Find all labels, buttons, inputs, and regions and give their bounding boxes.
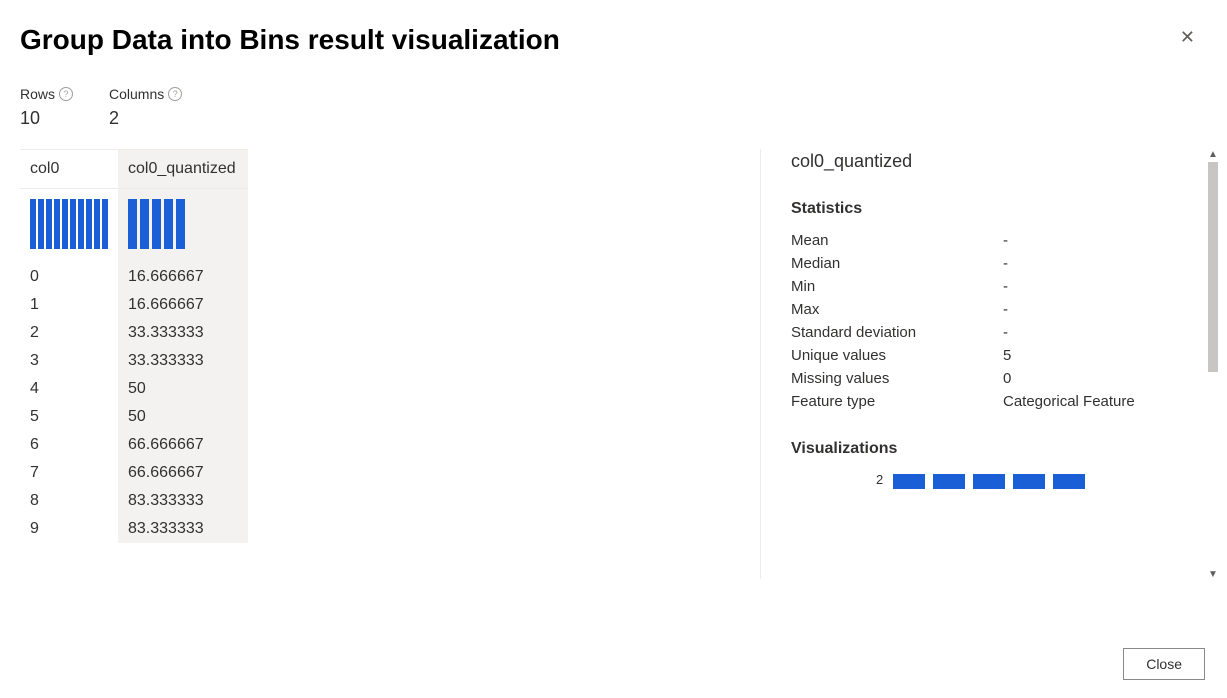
rows-label: Rows xyxy=(20,86,55,102)
cell-col0: 8 xyxy=(20,487,118,515)
stat-label: Min xyxy=(791,278,1003,295)
spark-bar xyxy=(70,199,76,249)
table-row[interactable]: 450 xyxy=(20,375,248,403)
table-row[interactable]: 116.666667 xyxy=(20,291,248,319)
table-row[interactable]: 983.333333 xyxy=(20,515,248,543)
cell-col0: 4 xyxy=(20,375,118,403)
viz-bar xyxy=(933,474,965,489)
stat-value: - xyxy=(1003,278,1008,295)
viz-bar xyxy=(973,474,1005,489)
scroll-down-icon[interactable]: ▼ xyxy=(1208,570,1218,580)
cell-col0_quantized: 66.666667 xyxy=(118,431,248,459)
spark-bar xyxy=(62,199,68,249)
stat-value: - xyxy=(1003,324,1008,341)
spark-bar xyxy=(102,199,108,249)
help-icon[interactable]: ? xyxy=(59,87,73,101)
selected-column-name: col0_quantized xyxy=(791,151,1227,172)
table-row[interactable]: 333.333333 xyxy=(20,347,248,375)
spark-bar xyxy=(54,199,60,249)
dialog-title: Group Data into Bins result visualizatio… xyxy=(20,24,560,56)
visualizations-heading: Visualizations xyxy=(791,440,1227,458)
spark-bar xyxy=(128,199,137,249)
stat-row: Standard deviation- xyxy=(791,324,1227,341)
spark-bar xyxy=(86,199,92,249)
table-row[interactable]: 550 xyxy=(20,403,248,431)
stat-row: Mean- xyxy=(791,232,1227,249)
cell-col0: 5 xyxy=(20,403,118,431)
columns-label: Columns xyxy=(109,86,164,102)
close-icon[interactable]: ✕ xyxy=(1172,24,1203,50)
scroll-thumb[interactable] xyxy=(1208,162,1218,372)
spark-bar xyxy=(78,199,84,249)
table-row[interactable]: 883.333333 xyxy=(20,487,248,515)
cell-col0: 9 xyxy=(20,515,118,543)
table-row[interactable]: 233.333333 xyxy=(20,319,248,347)
table-row[interactable]: 766.666667 xyxy=(20,459,248,487)
stat-row: Max- xyxy=(791,301,1227,318)
scroll-up-icon[interactable]: ▲ xyxy=(1208,150,1218,160)
cell-col0: 3 xyxy=(20,347,118,375)
spark-bar xyxy=(30,199,36,249)
column-header-col0_quantized[interactable]: col0_quantized xyxy=(118,150,248,189)
table-row[interactable]: 016.666667 xyxy=(20,263,248,291)
spark-bar xyxy=(164,199,173,249)
stat-label: Missing values xyxy=(791,370,1003,387)
stat-value: - xyxy=(1003,301,1008,318)
cell-col0: 2 xyxy=(20,319,118,347)
cell-col0_quantized: 33.333333 xyxy=(118,319,248,347)
stat-value: - xyxy=(1003,232,1008,249)
data-table: col0 col0_quantized 016.666667116.666667… xyxy=(20,149,248,543)
spark-bar xyxy=(94,199,100,249)
cell-col0: 6 xyxy=(20,431,118,459)
stat-row: Median- xyxy=(791,255,1227,272)
viz-y-tick: 2 xyxy=(876,472,883,487)
viz-bar xyxy=(1053,474,1085,489)
spark-bar xyxy=(140,199,149,249)
visualization-chart: 2 xyxy=(791,474,1227,489)
stat-label: Feature type xyxy=(791,393,1003,410)
stat-label: Standard deviation xyxy=(791,324,1003,341)
sparkline-col0_quantized xyxy=(118,189,248,264)
help-icon[interactable]: ? xyxy=(168,87,182,101)
stat-row: Unique values5 xyxy=(791,347,1227,364)
stat-row: Min- xyxy=(791,278,1227,295)
cell-col0_quantized: 16.666667 xyxy=(118,263,248,291)
cell-col0: 7 xyxy=(20,459,118,487)
stat-value: 5 xyxy=(1003,347,1011,364)
spark-bar xyxy=(38,199,44,249)
cell-col0_quantized: 16.666667 xyxy=(118,291,248,319)
cell-col0_quantized: 83.333333 xyxy=(118,487,248,515)
stat-value: Categorical Feature xyxy=(1003,393,1135,410)
column-detail-panel: col0_quantized Statistics Mean-Median-Mi… xyxy=(761,149,1227,579)
sparkline-col0 xyxy=(20,189,118,264)
rows-value: 10 xyxy=(20,108,73,129)
stat-label: Median xyxy=(791,255,1003,272)
column-header-col0[interactable]: col0 xyxy=(20,150,118,189)
spark-bar xyxy=(176,199,185,249)
cell-col0: 0 xyxy=(20,263,118,291)
stat-row: Feature typeCategorical Feature xyxy=(791,393,1227,410)
stat-row: Missing values0 xyxy=(791,370,1227,387)
cell-col0_quantized: 83.333333 xyxy=(118,515,248,543)
close-button[interactable]: Close xyxy=(1123,648,1205,680)
stat-label: Mean xyxy=(791,232,1003,249)
summary-meta: Rows ? 10 Columns ? 2 xyxy=(0,56,1227,129)
viz-bar xyxy=(893,474,925,489)
stat-label: Unique values xyxy=(791,347,1003,364)
columns-value: 2 xyxy=(109,108,182,129)
cell-col0: 1 xyxy=(20,291,118,319)
spark-bar xyxy=(46,199,52,249)
statistics-heading: Statistics xyxy=(791,200,1227,218)
scrollbar[interactable]: ▲ ▼ xyxy=(1205,150,1221,580)
stat-label: Max xyxy=(791,301,1003,318)
cell-col0_quantized: 66.666667 xyxy=(118,459,248,487)
viz-bar xyxy=(1013,474,1045,489)
table-row[interactable]: 666.666667 xyxy=(20,431,248,459)
spark-bar xyxy=(152,199,161,249)
stat-value: 0 xyxy=(1003,370,1011,387)
cell-col0_quantized: 50 xyxy=(118,403,248,431)
cell-col0_quantized: 33.333333 xyxy=(118,347,248,375)
cell-col0_quantized: 50 xyxy=(118,375,248,403)
stat-value: - xyxy=(1003,255,1008,272)
